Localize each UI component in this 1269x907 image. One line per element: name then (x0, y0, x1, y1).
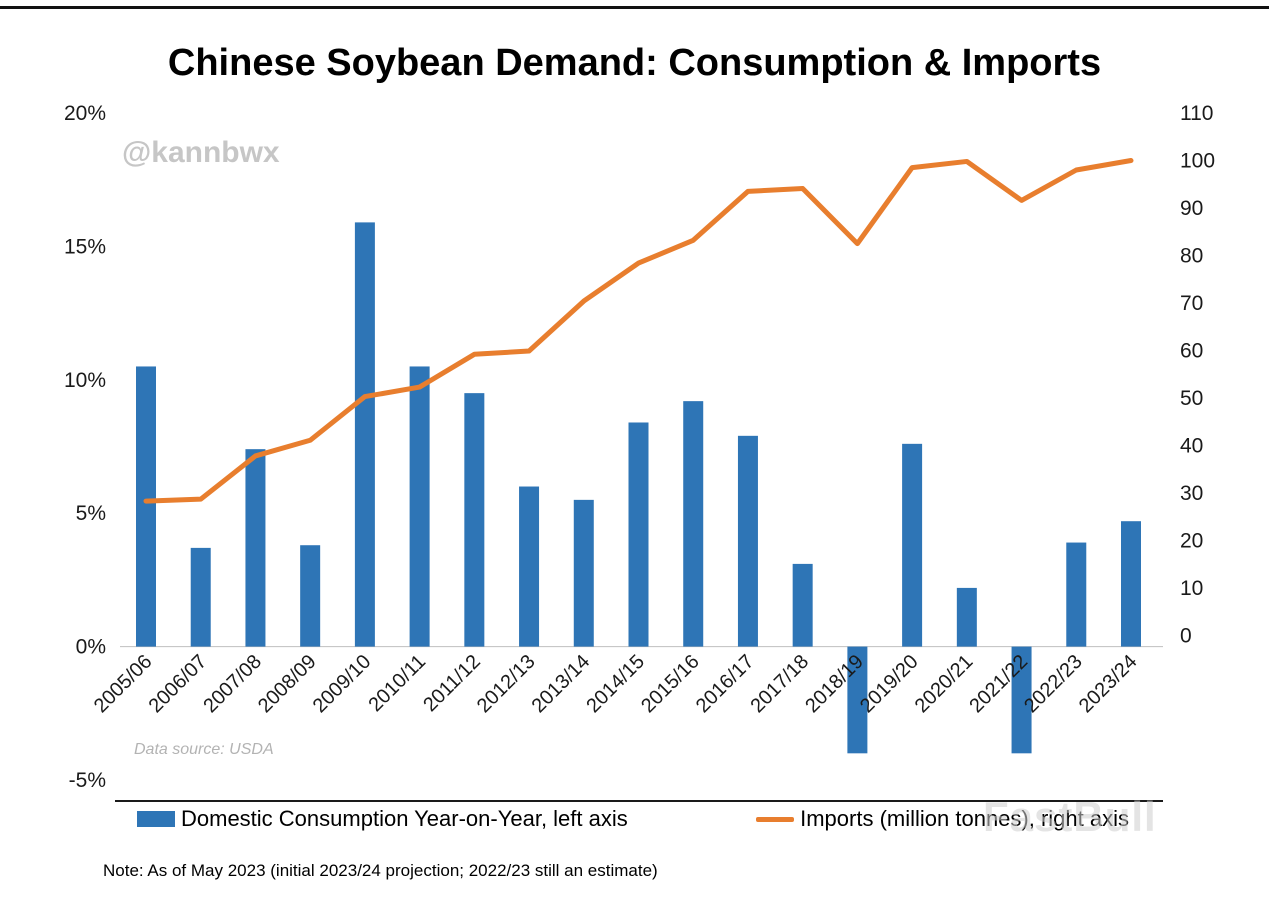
right-axis-tick: 80 (1180, 245, 1203, 268)
legend-separator-line (115, 800, 1163, 802)
x-axis-label: 2009/10 (309, 651, 376, 718)
bar-2009/10 (354, 222, 375, 647)
x-axis-label: 2010/11 (365, 651, 431, 717)
right-axis-tick: 0 (1180, 625, 1192, 648)
left-axis-tick: 15% (64, 235, 106, 258)
x-axis-label: 2012/13 (473, 651, 540, 718)
bar-2023/24 (1121, 521, 1141, 647)
right-axis-tick: 20 (1180, 530, 1203, 553)
bar-2014/15 (628, 422, 649, 647)
bar-2020/21 (956, 587, 977, 647)
legend-label-consumption: Domestic Consumption Year-on-Year, left … (181, 806, 628, 831)
x-axis-label: 2011/12 (419, 651, 485, 717)
left-axis-tick: 5% (76, 502, 106, 525)
top-border-line (0, 6, 1269, 9)
right-axis-tick: 60 (1180, 340, 1203, 363)
right-axis-tick: 40 (1180, 435, 1203, 458)
right-axis-tick: 100 (1180, 150, 1215, 173)
left-axis-tick: 20% (64, 102, 106, 125)
bar-2012/13 (519, 486, 540, 647)
right-axis-tick: 30 (1180, 482, 1203, 505)
left-axis-tick: 10% (64, 369, 106, 392)
legend-bar-swatch-icon (137, 811, 175, 827)
x-axis-label: 2013/14 (528, 651, 595, 718)
brand-watermark: FastBull (983, 793, 1157, 840)
bar-2019/20 (902, 443, 923, 647)
bar-2008/09 (300, 545, 321, 647)
left-axis-tick: 0% (76, 636, 106, 659)
bar-2018/19 (847, 646, 868, 754)
data-source-label: Data source: USDA (134, 741, 274, 758)
legend: Domestic Consumption Year-on-Year, left … (137, 806, 1129, 832)
x-axis-label: 2015/16 (637, 651, 704, 718)
bar-2022/23 (1066, 542, 1087, 647)
imports-line (143, 158, 1134, 504)
legend-label-imports: Imports (million tonnes), right axis (800, 806, 1129, 831)
footnote: Note: As of May 2023 (initial 2023/24 pr… (103, 861, 658, 880)
x-axis-label: 2005/06 (90, 651, 157, 718)
bar-2021/22 (1011, 646, 1032, 754)
x-axis-label: 2016/17 (692, 651, 759, 718)
legend-item-imports: Imports (million tonnes), right axis (756, 806, 1129, 832)
x-axis-label: 2020/21 (911, 651, 978, 718)
x-axis-label: 2008/09 (254, 651, 321, 718)
x-axis-label: 2007/08 (199, 651, 266, 718)
bar-2011/12 (464, 393, 485, 647)
x-axis-label: 2006/07 (145, 651, 212, 718)
legend-line-swatch-icon (756, 816, 795, 822)
author-watermark: @kannbwx (122, 136, 280, 169)
x-axis-label: 2014/15 (582, 651, 649, 718)
bar-2016/17 (737, 435, 758, 647)
bar-2017/18 (792, 563, 813, 647)
legend-item-consumption: Domestic Consumption Year-on-Year, left … (137, 806, 628, 832)
x-axis-label: 2017/18 (747, 651, 814, 718)
right-axis-tick: 70 (1180, 292, 1203, 315)
right-axis-tick: 50 (1180, 387, 1203, 410)
bar-2006/07 (190, 547, 211, 647)
x-axis-label: 2023/24 (1075, 651, 1142, 718)
bar-2005/06 (136, 366, 156, 647)
bar-2013/14 (573, 499, 594, 647)
left-axis-tick: -5% (69, 769, 106, 792)
right-axis-tick: 10 (1180, 577, 1203, 600)
bar-2015/16 (683, 401, 704, 647)
bar-2010/11 (409, 366, 430, 647)
right-axis-tick: 110 (1180, 102, 1213, 125)
right-axis-tick: 90 (1180, 197, 1203, 220)
bar-2007/08 (245, 449, 266, 647)
chart-title: Chinese Soybean Demand: Consumption & Im… (167, 42, 1102, 84)
